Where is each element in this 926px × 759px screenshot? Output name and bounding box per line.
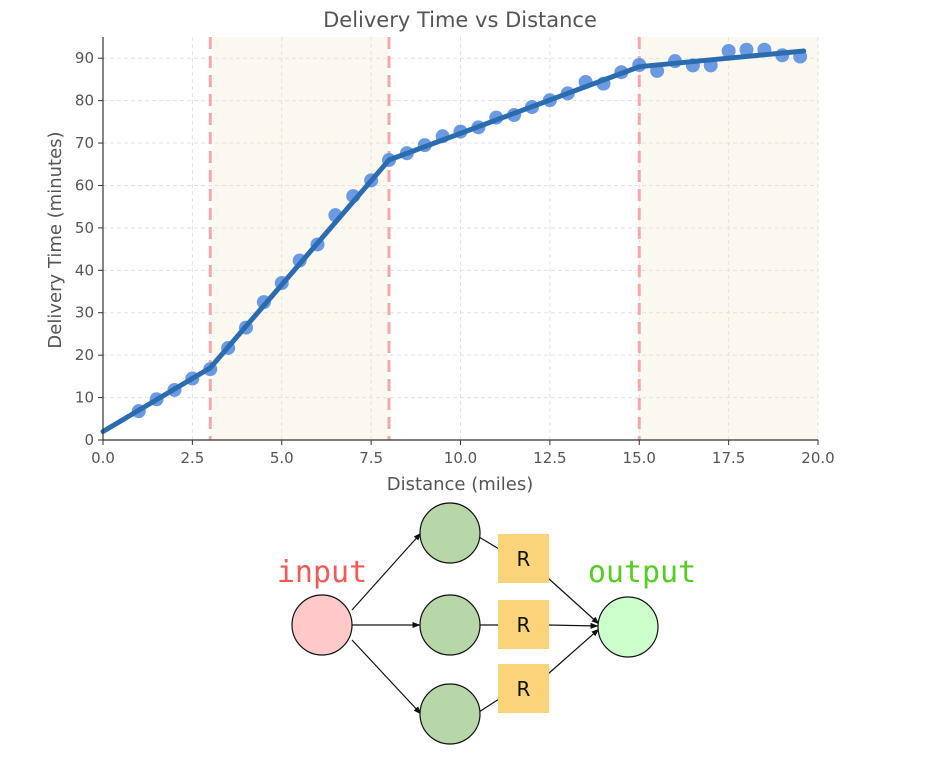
x-tick-label-7: 17.5 <box>712 449 745 467</box>
data-point-33 <box>721 43 736 58</box>
y-tick-label-0: 0 <box>84 431 94 449</box>
x-tick-label-2: 5.0 <box>270 449 294 467</box>
breakpoint-lines <box>208 37 641 440</box>
y-tick-label-9: 90 <box>75 49 94 67</box>
hidden-node-top <box>419 502 481 564</box>
output-node <box>597 596 659 658</box>
y-tick-label-3: 30 <box>75 304 94 322</box>
edge-r-output-bottom <box>547 628 600 675</box>
y-tick-label-1: 10 <box>75 389 94 407</box>
edge-r-output-top <box>547 577 600 625</box>
y-axis-title: Delivery Time (minutes) <box>45 131 66 348</box>
x-tick-label-1: 2.5 <box>180 449 204 467</box>
r-box-middle <box>498 600 549 649</box>
y-tick-label-7: 70 <box>75 134 94 152</box>
r-box-top <box>498 534 549 583</box>
r-label-bottom: R <box>517 677 531 701</box>
y-tick-label-4: 40 <box>75 261 94 279</box>
x-tick-label-6: 15.0 <box>623 449 656 467</box>
data-point-34 <box>739 42 754 57</box>
input-node <box>291 594 353 656</box>
edge-r-output-middle <box>547 622 599 629</box>
shaded-region-0 <box>210 37 389 440</box>
y-tick-label-6: 60 <box>75 176 94 194</box>
x-ticks: 0.0 2.5 5.0 7.5 10.0 12.5 15.0 17.5 20.0 <box>91 440 835 467</box>
y-tick-label-8: 80 <box>75 92 94 110</box>
hidden-node-middle <box>419 594 481 656</box>
network-diagram: R R R input output <box>277 502 696 745</box>
y-tick-label-2: 20 <box>75 346 94 364</box>
r-label-top: R <box>517 547 531 571</box>
y-tick-label-5: 50 <box>75 219 94 237</box>
fit-line <box>100 48 807 435</box>
x-tick-label-8: 20.0 <box>801 449 834 467</box>
edge-hidden-r-top <box>478 536 500 550</box>
output-label: output <box>588 555 696 590</box>
hidden-node-bottom <box>419 683 481 745</box>
x-tick-label-5: 12.5 <box>533 449 566 467</box>
edge-input-hidden-bottom <box>351 639 422 715</box>
chart-title: Delivery Time vs Distance <box>323 8 597 32</box>
x-axis-title: Distance (miles) <box>387 474 533 495</box>
x-tick-label-3: 7.5 <box>359 449 383 467</box>
r-label-middle: R <box>517 613 531 637</box>
shaded-regions <box>210 37 818 440</box>
edge-hidden-r-bottom <box>478 698 500 713</box>
fit-line-group <box>100 48 807 435</box>
x-tick-label-0: 0.0 <box>91 449 115 467</box>
shaded-region-1 <box>639 37 818 440</box>
chart-plot-area: 0.0 2.5 5.0 7.5 10.0 12.5 15.0 17.5 20.0 0 10 20 30… <box>75 37 835 467</box>
y-ticks: 0 10 20 30 40 50 60 70 80 90 <box>75 49 103 449</box>
r-box-bottom <box>498 664 549 713</box>
edge-input-hidden-top <box>351 532 422 611</box>
input-label: input <box>277 555 367 590</box>
x-tick-label-4: 10.0 <box>444 449 477 467</box>
